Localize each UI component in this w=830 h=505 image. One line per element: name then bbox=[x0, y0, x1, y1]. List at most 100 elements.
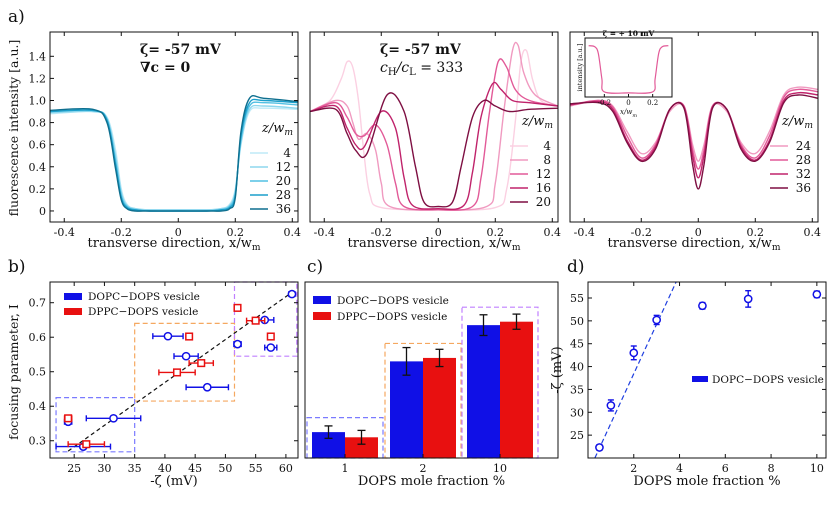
legend-swatch-d bbox=[692, 376, 708, 382]
data-point-b-dopc-4 bbox=[181, 351, 191, 361]
axis-c-xtick-label: 2 bbox=[420, 462, 427, 475]
data-point-b-dopc-2 bbox=[109, 413, 118, 423]
axes-frame-a2 bbox=[309, 31, 559, 223]
series-line-a3-32 bbox=[570, 91, 818, 179]
legend-label-a1-36: 36 bbox=[276, 202, 291, 216]
axis-c-xtick-label: 1 bbox=[342, 462, 349, 475]
legend-label-a2-8: 8 bbox=[543, 153, 551, 167]
legend-label-a3-36: 36 bbox=[796, 181, 811, 195]
legend-label-a1-4: 4 bbox=[283, 146, 291, 160]
legend-label-a3-28: 28 bbox=[796, 153, 811, 167]
axis-a3-xtick-label: -0.4 bbox=[574, 226, 595, 239]
legend-title-a1-sub: m bbox=[284, 128, 293, 138]
axis-d-xtick-label: 2 bbox=[630, 462, 637, 475]
annotation-gradient-a1: ∇c = 0 bbox=[140, 60, 191, 76]
inset-frame bbox=[584, 37, 673, 98]
axis-d-ytick-label: 25 bbox=[570, 429, 584, 442]
inset-xtick-label: 0.2 bbox=[647, 99, 658, 107]
axis-a1-xtick-label: -0.4 bbox=[54, 226, 75, 239]
annotation-zeta-a2: ζ= -57 mV bbox=[380, 42, 462, 58]
data-point-d-3 bbox=[652, 315, 662, 325]
axis-a1-ytick-label: 1.2 bbox=[29, 72, 47, 85]
data-point-b-dppc-2 bbox=[172, 368, 182, 377]
group-box-b-0 bbox=[55, 397, 136, 453]
chart-a1: -0.4 -0.2 0 0.2 0.4 0 0.2 0.4 0.6 0.8 1.0 1.2 1.4 tra… bbox=[29, 31, 301, 253]
axis-b-xtick-label: 55 bbox=[249, 462, 263, 475]
chart-d: 2 4 6 8 10 25 30 35 40 45 50 55 DOPS mole fraction %… bbox=[550, 281, 827, 489]
ratio-l: L bbox=[409, 67, 416, 78]
legend-title-a2-sub: m bbox=[544, 121, 553, 131]
legend-label-d: DOPC−DOPS vesicle bbox=[712, 374, 824, 386]
axis-a1-ytick-label: 0.8 bbox=[29, 117, 47, 130]
axis-a1-xtick-label: 0.2 bbox=[227, 226, 245, 239]
axis-a2-xtick-label: 0.4 bbox=[544, 226, 562, 239]
x-axis-label-a3-main: transverse direction, x/w bbox=[608, 236, 772, 251]
series-line-a2-20 bbox=[310, 92, 558, 208]
ratio-value: = 333 bbox=[416, 60, 463, 76]
axis-c-xtick-label: 10 bbox=[493, 462, 507, 475]
axis-d-xtick-label: 8 bbox=[768, 462, 775, 475]
bar-c-dppc-2 bbox=[423, 357, 456, 458]
series-line-a1-36 bbox=[50, 95, 298, 212]
panel-label-c: c) bbox=[307, 257, 323, 277]
data-point-b-dppc-1 bbox=[82, 440, 91, 449]
axis-d-xtick-label: 10 bbox=[810, 462, 824, 475]
group-box-b-2 bbox=[233, 281, 298, 357]
bar-c-dppc-10 bbox=[500, 321, 533, 458]
panel-label-b: b) bbox=[8, 257, 26, 277]
legend-swatch-c-1 bbox=[313, 312, 331, 320]
ratio-h: H bbox=[388, 67, 397, 78]
axis-b-xtick-label: 60 bbox=[279, 462, 293, 475]
legend-title-a1-main: z/w bbox=[261, 121, 284, 136]
inset-xlabel-sub: m bbox=[632, 113, 637, 119]
legend-label-a2-12: 12 bbox=[536, 167, 551, 181]
axis-a3-xtick-label: 0 bbox=[695, 226, 702, 239]
data-point-d-4 bbox=[698, 301, 707, 311]
legend-label-a2-16: 16 bbox=[536, 181, 551, 195]
axis-a1-ytick-label: 0.2 bbox=[29, 183, 47, 196]
axis-d-ytick-label: 40 bbox=[570, 361, 584, 374]
axis-a3-xtick-label: 0.4 bbox=[804, 226, 822, 239]
chart-a3: -0.4 -0.2 0 0.2 0.4 transverse direction, x/w… bbox=[569, 31, 822, 253]
legend-title-a2: z/wm bbox=[521, 114, 553, 131]
legend-label-a1-20: 20 bbox=[276, 174, 291, 188]
series-line-a2-16 bbox=[310, 81, 558, 211]
data-point-b-dopc-6 bbox=[233, 339, 242, 349]
legend-swatch-b-0 bbox=[64, 293, 82, 300]
ratio-c: c bbox=[380, 60, 388, 76]
inset-title: ζ = + 10 mV bbox=[603, 29, 655, 38]
legend-label-a2-4: 4 bbox=[543, 139, 551, 153]
axis-b-ytick-label: 0.6 bbox=[29, 331, 47, 344]
legend-label-a1-28: 28 bbox=[276, 188, 291, 202]
x-axis-label-a1: transverse direction, x/wm bbox=[88, 236, 261, 253]
axes-frame-c bbox=[304, 281, 559, 459]
bar-c-dppc-1 bbox=[345, 437, 378, 458]
inset-a3: -0.2 0 0.2 ζ = + 10 mV intensity [a.u.] x/wm bbox=[576, 29, 673, 119]
axis-b-ytick-label: 0.7 bbox=[29, 297, 47, 310]
inset-xtick-label: 0 bbox=[626, 99, 630, 107]
legend-title-a2-main: z/w bbox=[521, 114, 544, 129]
annotations-a1: ζ= -57 mV ∇c = 0 bbox=[140, 42, 222, 76]
plots: -0.4 -0.2 0 0.2 0.4 0 0.2 0.4 0.6 0.8 1.0 1.2 1.4 tra… bbox=[6, 29, 827, 489]
axis-b-xtick-label: 45 bbox=[188, 462, 202, 475]
axis-a1-xtick-label: -0.2 bbox=[111, 226, 132, 239]
y-axis-label-d: -ζ (mV) bbox=[550, 346, 565, 393]
axis-d-xtick-label: 6 bbox=[722, 462, 729, 475]
bar-c-dopc-2 bbox=[390, 361, 423, 458]
axes-frame-a3 bbox=[569, 31, 819, 223]
axis-d-ytick-label: 35 bbox=[570, 383, 584, 396]
axis-b-ytick-label: 0.3 bbox=[29, 435, 47, 448]
axis-a1-ytick-label: 1.0 bbox=[29, 94, 47, 107]
ratio-slash: /c bbox=[395, 60, 410, 76]
axis-a2-xtick-label: -0.4 bbox=[314, 226, 335, 239]
axes-frame-a1 bbox=[49, 31, 299, 223]
legend-title-a3: z/wm bbox=[781, 114, 813, 131]
axis-b-ytick-label: 0.4 bbox=[29, 400, 47, 413]
axis-d-ytick-label: 30 bbox=[570, 406, 584, 419]
x-axis-label-d: DOPS mole fraction % bbox=[633, 474, 780, 489]
series-line-a3-24 bbox=[570, 86, 818, 162]
inset-xlabel-main: x/w bbox=[620, 108, 632, 116]
axis-a2-xtick-label: 0 bbox=[435, 226, 442, 239]
